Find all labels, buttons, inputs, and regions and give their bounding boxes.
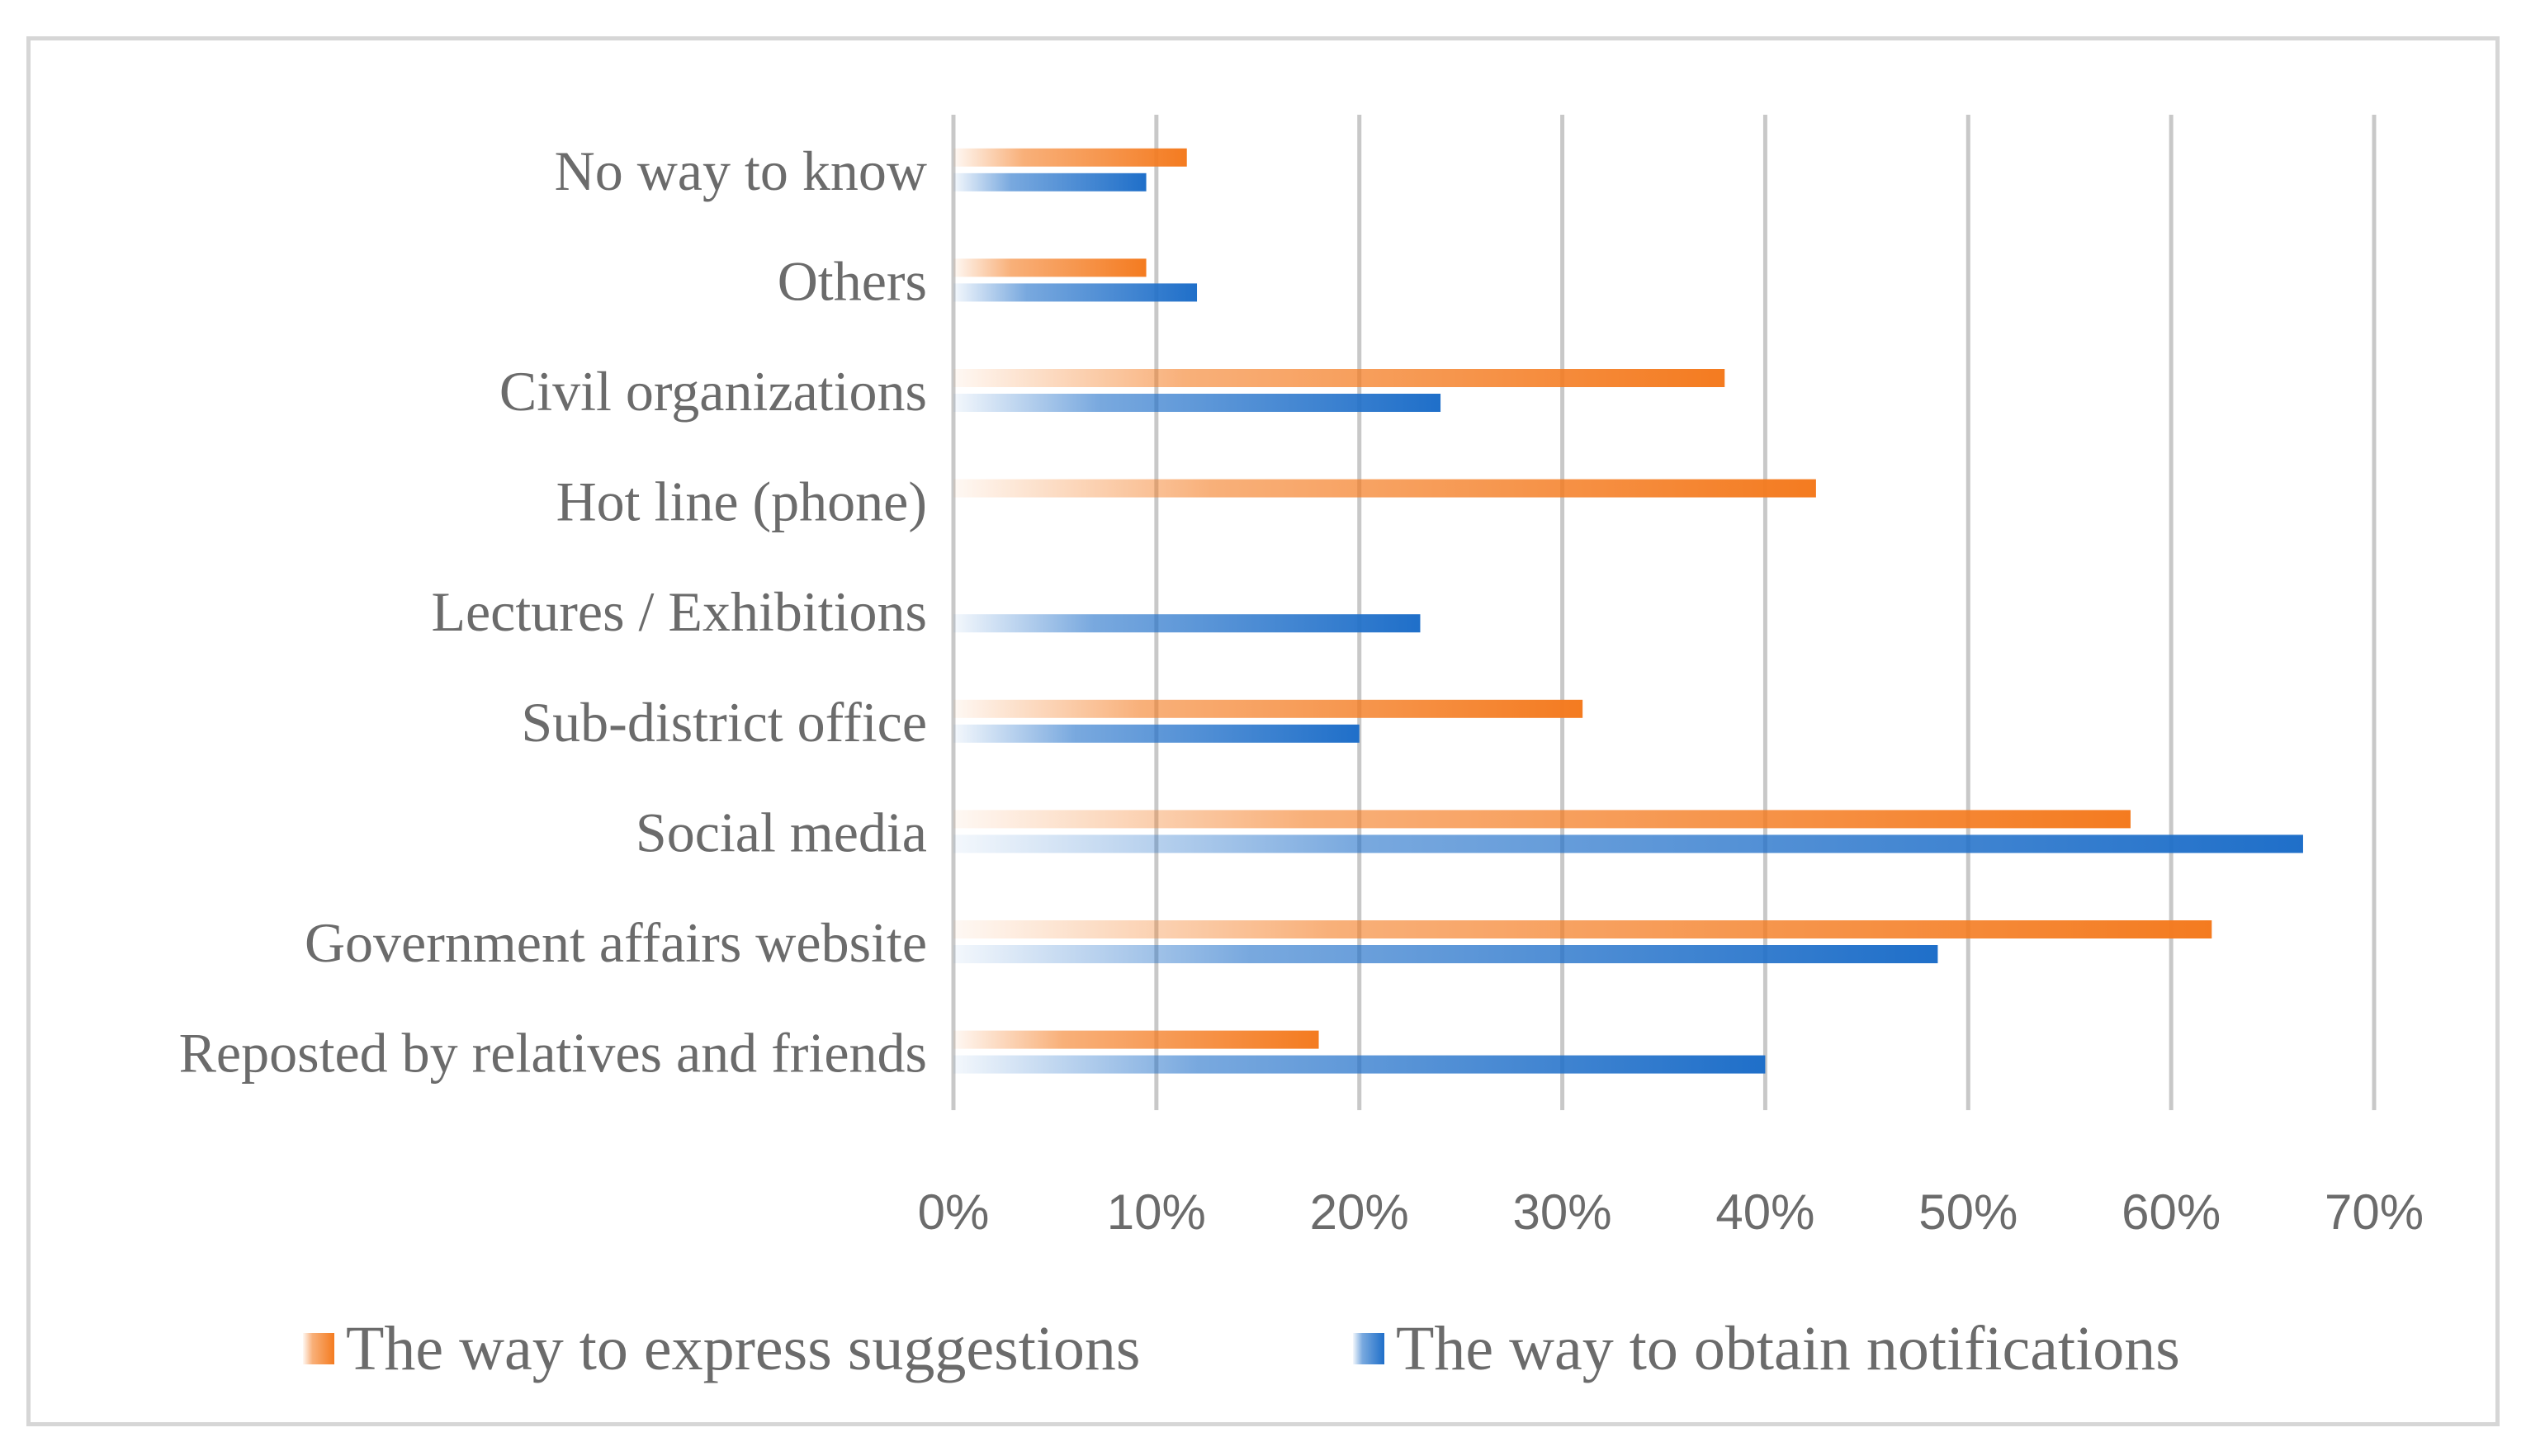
bar-suggestions <box>953 1030 1319 1049</box>
bar-chart: No way to know Others Civil organizations H… <box>179 115 2424 1383</box>
x-tick-label: 20% <box>1310 1184 1409 1240</box>
legend-swatch-suggestions <box>303 1333 334 1364</box>
bar-suggestions <box>953 920 2212 938</box>
legend: The way to express suggestions The way to… <box>303 1314 2180 1383</box>
bar-notifications <box>953 1055 1766 1074</box>
x-tick-label: 30% <box>1513 1184 1612 1240</box>
category-label: No way to know <box>555 139 927 202</box>
bar-notifications <box>953 394 1441 412</box>
bar-suggestions <box>953 810 2131 829</box>
x-tick-label: 10% <box>1107 1184 1206 1240</box>
bar-suggestions <box>953 369 1725 387</box>
bar-notifications <box>953 283 1198 302</box>
category-label: Social media <box>636 801 927 863</box>
bar-notifications <box>953 945 1938 963</box>
category-label: Others <box>778 249 927 312</box>
bar-suggestions <box>953 148 1187 167</box>
bar-suggestions <box>953 258 1147 277</box>
chart-frame: No way to know Others Civil organizations H… <box>26 36 2500 1426</box>
category-label: Reposted by relatives and friends <box>179 1022 927 1085</box>
category-label: Lectures / Exhibitions <box>431 580 927 643</box>
bar-suggestions <box>953 479 1816 498</box>
category-labels: No way to know Others Civil organizations H… <box>179 139 927 1085</box>
bar-suggestions <box>953 699 1583 718</box>
bar-notifications <box>953 834 2303 853</box>
bar-notifications <box>953 724 1360 743</box>
legend-label-notifications: The way to obtain notifications <box>1396 1314 2180 1383</box>
x-tick-label: 50% <box>1918 1184 2017 1240</box>
category-label: Civil organizations <box>499 360 927 423</box>
category-label: Hot line (phone) <box>556 470 927 533</box>
x-tick-label: 60% <box>2122 1184 2221 1240</box>
category-label: Sub-district office <box>521 691 927 754</box>
bars <box>953 148 2303 1074</box>
gridlines <box>951 115 2377 1110</box>
x-tick-label: 40% <box>1715 1184 1814 1240</box>
legend-label-suggestions: The way to express suggestions <box>346 1314 1141 1383</box>
x-tick-label: 0% <box>918 1184 990 1240</box>
bar-notifications <box>953 173 1147 191</box>
category-label: Government affairs website <box>305 911 927 974</box>
bar-notifications <box>953 614 1421 633</box>
x-axis-tick-labels: 0% 10% 20% 30% 40% 50% 60% 70% <box>918 1184 2424 1240</box>
x-tick-label: 70% <box>2325 1184 2424 1240</box>
legend-swatch-notifications <box>1353 1333 1384 1364</box>
